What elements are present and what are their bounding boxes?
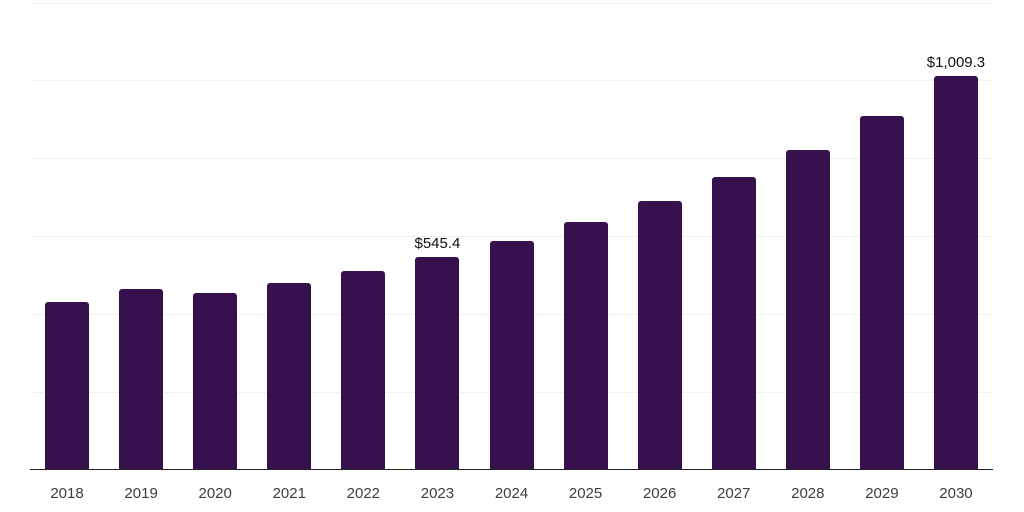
x-axis-label-2023: 2023	[420, 485, 455, 502]
bar-2019	[119, 289, 164, 469]
x-axis-label-2024: 2024	[494, 485, 529, 502]
bar-2018	[45, 301, 90, 469]
bar-2030	[933, 76, 978, 469]
bar-2021	[267, 282, 312, 469]
bar-2024	[489, 240, 534, 469]
gridline-600	[30, 236, 993, 237]
value-label-2030: $1,009.3	[926, 54, 986, 72]
x-axis-label-2021: 2021	[272, 485, 306, 502]
bar-2026	[637, 201, 682, 469]
bar-2022	[341, 270, 386, 469]
value-label-2023: $545.4	[414, 234, 461, 252]
x-axis-label-2022: 2022	[346, 485, 381, 502]
bar-2023	[415, 256, 460, 469]
x-axis-label-2030: 2030	[939, 485, 973, 502]
gridline-1000	[30, 80, 993, 82]
x-axis-label-2020: 2020	[198, 485, 232, 502]
bar-2020	[193, 292, 238, 469]
plot-area: $545.4 $1,009.3	[30, 2, 993, 470]
x-axis-label-2027: 2027	[717, 485, 751, 502]
x-axis-label-2028: 2028	[791, 485, 825, 502]
x-axis-label-2029: 2029	[865, 485, 899, 502]
x-axis-label-2025: 2025	[568, 485, 603, 502]
bar-2029	[859, 116, 904, 469]
gridline-800	[30, 158, 993, 160]
bar-2027	[711, 177, 756, 469]
x-axis-label-2019: 2019	[124, 485, 158, 502]
bar-2028	[785, 149, 830, 469]
bar-2025	[563, 221, 608, 469]
x-axis-label-2026: 2026	[642, 485, 677, 502]
gridline-1200	[30, 2, 993, 4]
x-axis-label-2018: 2018	[50, 485, 84, 502]
x-axis-line	[30, 469, 993, 470]
